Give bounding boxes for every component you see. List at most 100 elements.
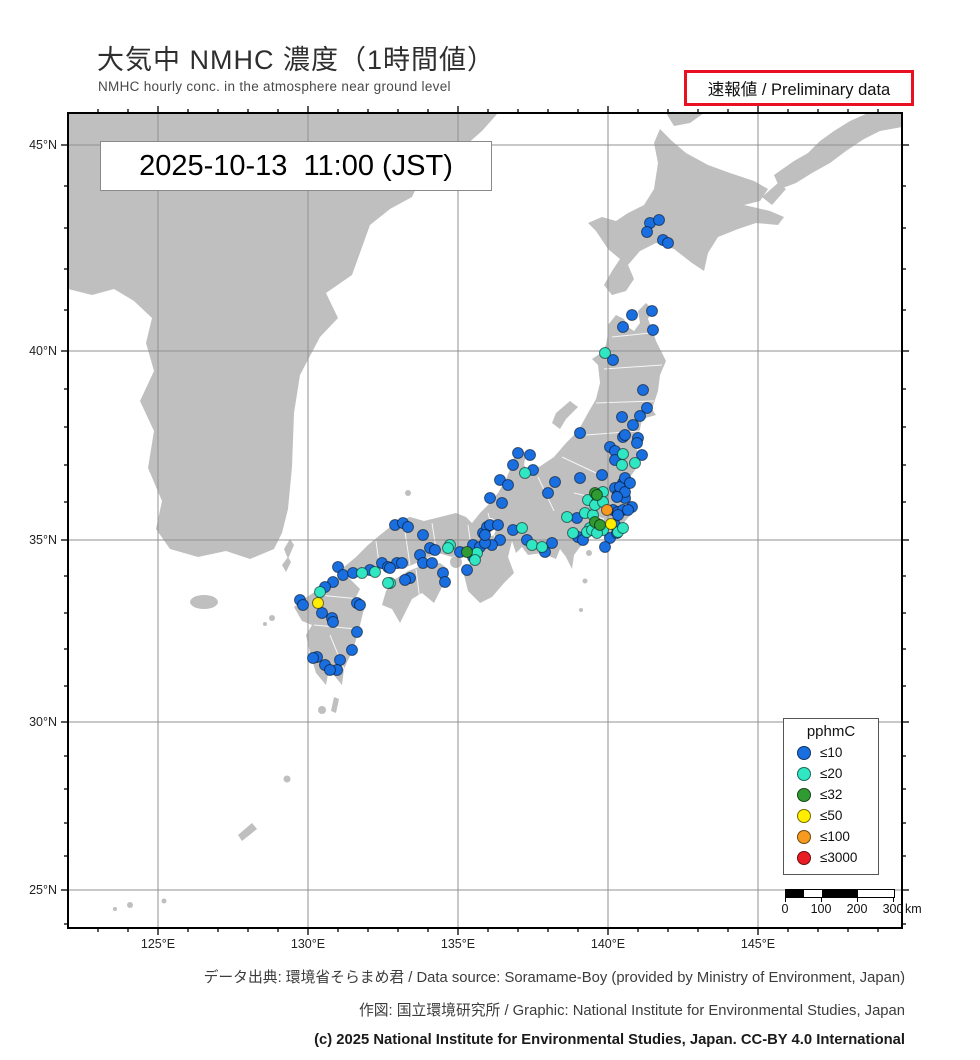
footer: データ出典: 環境省そらまめ君 / Data source: Soramame-… [204, 966, 905, 1060]
miyako-island [161, 898, 167, 904]
legend-item-label: ≤3000 [820, 850, 858, 865]
okinawa-island [238, 823, 257, 841]
axis-ticks [61, 106, 909, 935]
station-dot [396, 557, 408, 569]
lat-label: 45°N [29, 138, 57, 152]
station-dot [492, 519, 504, 531]
legend-item: ≤32 [784, 784, 878, 805]
iriomote-island [113, 907, 117, 911]
station-dot [546, 537, 558, 549]
scale-bar-tick [857, 897, 858, 902]
legend-item-label: ≤10 [820, 745, 843, 760]
tsushima-island [282, 539, 294, 572]
landmass-layer [68, 113, 902, 911]
yakushima-island [318, 706, 326, 714]
station-dot [605, 518, 617, 530]
scale-bar-label: 0 [781, 902, 789, 916]
station-dot [612, 509, 624, 521]
station-dot [516, 522, 528, 534]
axis-labels: 45°N 40°N 35°N 30°N 25°N 125°E 130°E 135°E 140°E… [29, 138, 775, 951]
station-dot [307, 652, 319, 664]
station-dot [334, 654, 346, 666]
station-dot [351, 626, 363, 638]
station-dot [496, 497, 508, 509]
station-dot [647, 324, 659, 336]
station-dot [624, 477, 636, 489]
oki-island [405, 490, 411, 496]
sado-island [552, 401, 578, 429]
legend: pphmC ≤10 ≤20 ≤32 ≤50 ≤100 ≤3000 [783, 718, 879, 875]
station-dot [297, 599, 309, 611]
preliminary-data-badge: 速報値 / Preliminary data [684, 70, 914, 106]
station-dot [519, 467, 531, 479]
station-dot [599, 541, 611, 553]
station-dot [617, 321, 629, 333]
hokkaido-land [588, 129, 784, 295]
scale-bar-tick [821, 897, 822, 902]
station-dot [337, 569, 349, 581]
station-dot [567, 527, 579, 539]
station-dot [526, 539, 538, 551]
data-source-line: データ出典: 環境省そらまめ君 / Data source: Soramame-… [203, 970, 905, 986]
station-dot [617, 448, 629, 460]
legend-item: ≤20 [784, 763, 878, 784]
legend-dot-icon [797, 850, 811, 865]
preliminary-data-label: 速報値 / Preliminary data [707, 81, 891, 99]
lat-label: 30°N [29, 715, 57, 729]
lon-label: 125°E [141, 937, 175, 951]
station-dot [324, 664, 336, 676]
legend-item-label: ≤20 [820, 766, 843, 781]
station-dots-layer [294, 214, 674, 676]
station-dot [426, 557, 438, 569]
page-title: 大気中 NMHC 濃度（1時間値） [97, 45, 496, 75]
station-dot [591, 489, 603, 501]
station-dot [356, 567, 368, 579]
lat-label: 40°N [29, 344, 57, 358]
scale-bar: 0 100 200 300 km [781, 889, 933, 923]
legend-item: ≤50 [784, 805, 878, 826]
scale-bar-segment [786, 890, 804, 897]
map-frame [67, 112, 903, 929]
station-dot [461, 546, 473, 558]
legend-items: ≤10 ≤20 ≤32 ≤50 ≤100 ≤3000 [784, 742, 878, 868]
station-dot [616, 459, 628, 471]
legend-item-label: ≤32 [820, 787, 843, 802]
station-dot [629, 457, 641, 469]
jeju-island [190, 595, 218, 609]
station-dot [402, 521, 414, 533]
amami-island [283, 775, 291, 783]
station-dot [524, 449, 536, 461]
station-dot [653, 214, 665, 226]
station-dot [327, 616, 339, 628]
timestamp-text: 2025-10-13 11:00 (JST) [139, 149, 453, 182]
station-dot [536, 541, 548, 553]
lon-label: 145°E [741, 937, 775, 951]
timestamp-box: 2025-10-13 11:00 (JST) [100, 141, 492, 191]
lon-label: 130°E [291, 937, 325, 951]
station-dot [622, 504, 634, 516]
station-dot [316, 607, 328, 619]
izu-island [579, 608, 583, 612]
station-dot [461, 564, 473, 576]
legend-dot-icon [797, 745, 811, 760]
station-dot [596, 469, 608, 481]
station-dot [417, 529, 429, 541]
station-dot [346, 644, 358, 656]
goto-island [269, 615, 275, 621]
legend-item: ≤3000 [784, 847, 878, 868]
lat-label: 35°N [29, 533, 57, 547]
kunashir-island [762, 183, 786, 205]
legend-item-label: ≤50 [820, 808, 843, 823]
scale-bar-label: 300 [882, 902, 904, 916]
awaji-island [450, 556, 462, 568]
goto-island [263, 622, 267, 626]
station-dot [611, 491, 623, 503]
station-dot [507, 459, 519, 471]
station-dot [574, 427, 586, 439]
legend-title: pphmC [806, 723, 856, 740]
station-dot [439, 576, 451, 588]
station-dot [646, 305, 658, 317]
station-dot [314, 586, 326, 598]
legend-dot-icon [797, 829, 811, 844]
station-dot [607, 354, 619, 366]
